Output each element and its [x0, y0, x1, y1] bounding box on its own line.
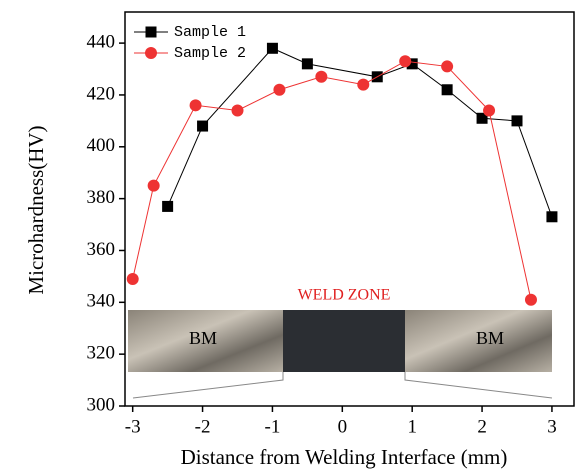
x-tick-label: 2 [477, 416, 487, 437]
marker [197, 121, 208, 132]
x-tick-label: -3 [125, 416, 141, 437]
marker [302, 58, 313, 69]
marker [546, 211, 557, 222]
marker [273, 84, 285, 96]
marker [357, 79, 369, 91]
marker [512, 115, 523, 126]
annotation: BM [189, 328, 217, 348]
y-tick-label: 420 [87, 83, 116, 104]
legend-label: Sample 1 [174, 24, 246, 41]
y-tick-label: 400 [87, 135, 116, 156]
marker [525, 294, 537, 306]
y-tick-label: 340 [87, 291, 116, 312]
connector [405, 372, 552, 398]
y-tick-label: 380 [87, 187, 116, 208]
x-axis-title: Distance from Welding Interface (mm) [181, 445, 508, 469]
marker [441, 60, 453, 72]
marker [315, 71, 327, 83]
marker [483, 105, 495, 117]
marker [267, 43, 278, 54]
marker [162, 201, 173, 212]
x-tick-label: -1 [265, 416, 281, 437]
marker [442, 84, 453, 95]
x-tick-label: 1 [407, 416, 417, 437]
x-tick-label: 3 [547, 416, 557, 437]
y-tick-label: 440 [87, 31, 116, 52]
y-axis-title: Microhardness(HV) [24, 125, 48, 294]
x-tick-label: -2 [195, 416, 211, 437]
legend-marker [145, 47, 157, 59]
x-tick-label: 0 [338, 416, 348, 437]
marker [232, 105, 244, 117]
marker [127, 273, 139, 285]
y-tick-label: 300 [87, 394, 116, 415]
annotation: BM [476, 328, 504, 348]
connector [133, 372, 283, 398]
y-tick-label: 360 [87, 239, 116, 260]
y-tick-label: 320 [87, 343, 116, 364]
legend-marker [146, 27, 157, 38]
marker [399, 55, 411, 67]
marker [148, 180, 160, 192]
chart: WELD ZONE BM BM Distance from Welding In… [0, 0, 577, 470]
micrograph: WELD ZONE BM BM [128, 287, 552, 398]
weld-zone-image [283, 310, 405, 372]
annotation: WELD ZONE [298, 287, 391, 304]
series-line [133, 61, 531, 299]
legend-label: Sample 2 [174, 45, 246, 62]
marker [190, 99, 202, 111]
